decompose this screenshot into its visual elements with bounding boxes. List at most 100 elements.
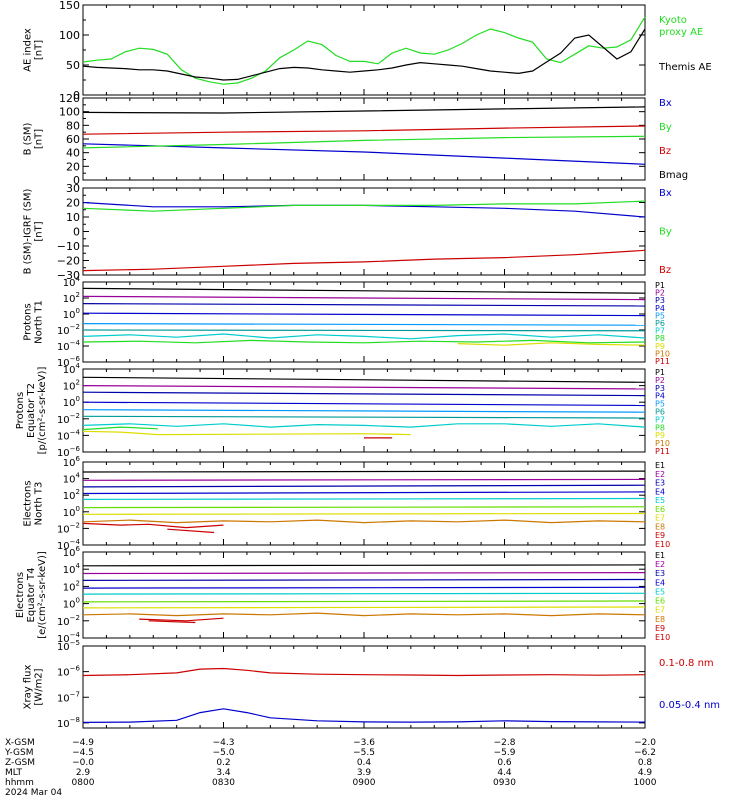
y-axis-label: Xray flux <box>23 665 34 710</box>
legend-e1: E1 <box>655 551 665 560</box>
legend-p4: P4 <box>655 304 665 313</box>
y-tick-label: 30 <box>66 182 80 195</box>
y-tick-label: −10 <box>57 240 80 253</box>
x-tick-value-xgsm: −3.6 <box>353 738 375 748</box>
x-row-label-mlt: MLT <box>5 768 23 778</box>
panel-frame <box>82 281 646 363</box>
y-axis-label: AE index <box>23 28 34 72</box>
series-p5-line <box>82 409 646 413</box>
series-p5-line <box>82 323 646 326</box>
y-axis-label: [W/m2] <box>34 668 45 705</box>
y-tick-label: 0 <box>73 174 80 187</box>
legend-e10: E10 <box>655 540 670 549</box>
y-axis-label: B (SM)-IGRF (SM) <box>23 189 34 275</box>
legend-bx: Bx <box>659 98 672 109</box>
legend-e8: E8 <box>655 615 665 624</box>
legend-p5: P5 <box>655 400 665 409</box>
x-tick-value-hhmm: 1000 <box>634 778 657 788</box>
legend-bz: Bz <box>659 265 671 276</box>
series-p7-line <box>82 333 646 340</box>
legend-bx: Bx <box>659 188 672 199</box>
series-bmag-line <box>82 106 646 114</box>
legend-p8: P8 <box>655 423 665 432</box>
y-tick-label: 100 <box>63 307 80 321</box>
y-tick-label: 106 <box>63 545 81 559</box>
panel-frame <box>82 97 646 181</box>
legend-e2: E2 <box>655 470 665 479</box>
y-tick-label: 10−4 <box>57 631 81 645</box>
legend-0-05-0-4-nm: 0.05-0.4 nm <box>659 700 720 711</box>
series-p3-line <box>82 391 646 397</box>
legend-e3: E3 <box>655 569 665 578</box>
panel-frame <box>82 4 646 96</box>
x-tick-value-mlt: 3.9 <box>357 768 372 778</box>
legend-p9: P9 <box>655 342 665 351</box>
series-p9-line <box>82 430 411 436</box>
x-row-label-hhmm: hhmm <box>5 778 34 788</box>
series-e8-line <box>82 612 646 617</box>
y-tick-label: 10−2 <box>57 412 80 426</box>
legend-p7: P7 <box>655 327 665 336</box>
legend-e5: E5 <box>655 587 665 596</box>
y-tick-label: 100 <box>63 505 80 519</box>
y-tick-label: 10−5 <box>57 639 80 653</box>
legend-e7: E7 <box>655 514 665 523</box>
series-e10-line <box>167 528 215 534</box>
series-e8-line <box>82 519 646 524</box>
y-tick-label: 10−4 <box>57 428 81 442</box>
y-tick-label: 10 <box>66 211 80 224</box>
x-tick-value-xgsm: −4.9 <box>72 738 94 748</box>
series-e10-line <box>148 620 196 624</box>
y-tick-label: 10−8 <box>57 716 80 730</box>
y-tick-label: 106 <box>63 455 81 469</box>
y-tick-label: 120 <box>59 92 80 105</box>
legend-bz: Bz <box>659 146 671 157</box>
series-p8-line <box>82 426 158 431</box>
series-e5-line <box>82 497 646 500</box>
date-label: 2024 Mar 04 <box>5 788 62 798</box>
series-by-line <box>82 135 646 149</box>
y-tick-label: 40 <box>66 147 80 160</box>
series-e3-line <box>82 578 646 582</box>
legend-e5: E5 <box>655 496 665 505</box>
y-tick-label: 10−2 <box>57 614 80 628</box>
y-tick-label: 80 <box>66 119 80 132</box>
series-e3-line <box>82 484 646 488</box>
y-axis-label: North T1 <box>34 300 45 344</box>
series-p1-line <box>82 287 646 294</box>
series-e2-line <box>82 478 646 481</box>
x-tick-value-zgsm: −0.0 <box>72 758 94 768</box>
legend-p4: P4 <box>655 392 665 401</box>
series-p3-line <box>82 303 646 307</box>
x-tick-value-hhmm: 0830 <box>212 778 235 788</box>
y-tick-label: 104 <box>63 472 81 486</box>
y-tick-label: 60 <box>66 133 80 146</box>
y-tick-label: 150 <box>59 0 80 12</box>
x-tick-value-ygsm: −5.0 <box>213 748 235 758</box>
series-p4-line <box>82 312 646 317</box>
series-e4-line <box>82 586 646 589</box>
y-tick-label: 0 <box>73 89 80 102</box>
panel-pn: 10−6 10−4 10−2 100 102 104 Protons North T1 P1P2… <box>23 275 671 369</box>
x-row-label-zgsm: Z-GSM <box>5 758 35 768</box>
legend-e4: E4 <box>655 487 665 496</box>
y-tick-label: 104 <box>63 362 81 376</box>
y-tick-label: 100 <box>63 395 80 409</box>
series-e1-line <box>82 564 646 567</box>
legend-e9: E9 <box>655 531 665 540</box>
legend-e9: E9 <box>655 624 665 633</box>
y-axis-label: [nT] <box>34 40 45 60</box>
legend-e8: E8 <box>655 522 665 531</box>
y-axis-label: [p/(cm²-s-sr-keV)] <box>37 367 48 455</box>
y-axis-label: Protons <box>15 392 26 429</box>
x-tick-value-xgsm: −2.8 <box>494 738 516 748</box>
series-themis-ae-line <box>82 28 646 81</box>
legend-p10: P10 <box>655 349 670 358</box>
legend-p6: P6 <box>655 408 665 417</box>
series-by-line <box>82 200 646 212</box>
series-p4-line <box>82 401 646 407</box>
